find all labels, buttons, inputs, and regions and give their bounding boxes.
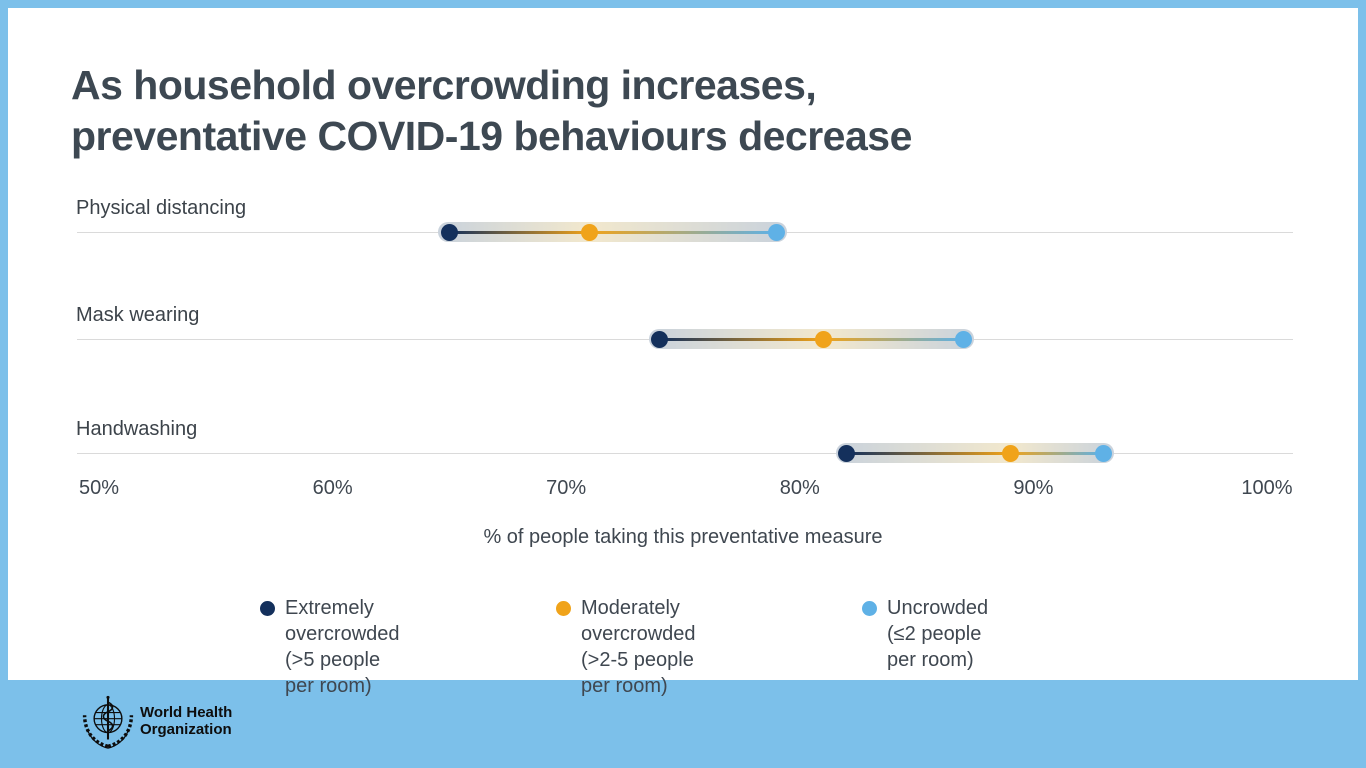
x-axis-tick: 100% — [1241, 477, 1293, 499]
data-dot-uncrowded — [1094, 444, 1112, 462]
legend-label: Extremely overcrowded (>5 people per room… — [285, 597, 400, 697]
range-connector — [659, 337, 964, 341]
data-dot-extremely-overcrowded — [838, 444, 856, 462]
chart-title-line2: preventative COVID-19 behaviours decreas… — [71, 113, 912, 159]
legend-label: Uncrowded (≤2 people per room) — [887, 597, 989, 671]
who-wordmark: World Health Organization — [140, 704, 232, 738]
who-name-line1: World Health — [140, 704, 233, 721]
data-dot-moderately-overcrowded — [814, 330, 832, 348]
who-name-line2: Organization — [140, 721, 232, 738]
legend-dot-icon — [862, 601, 877, 616]
row-label: Mask wearing — [76, 304, 200, 326]
x-axis-tick: 60% — [312, 477, 353, 499]
x-axis-tick: 80% — [779, 477, 820, 499]
range-connector — [449, 230, 777, 234]
legend-item: Uncrowded (≤2 people per room) — [862, 595, 988, 673]
legend-item: Extremely overcrowded (>5 people per room… — [260, 595, 400, 699]
data-dot-extremely-overcrowded — [440, 223, 458, 241]
footer: World Health Organization — [0, 680, 1366, 768]
who-emblem-icon — [82, 695, 134, 749]
chart-title-line1: As household overcrowding increases, — [71, 62, 817, 108]
chart-title: As household overcrowding increases, pre… — [71, 60, 912, 162]
x-axis-tick: 50% — [78, 477, 120, 499]
legend-dot-icon — [556, 601, 571, 616]
range-connector — [846, 451, 1104, 455]
data-dot-moderately-overcrowded — [581, 223, 599, 241]
row-gridline — [77, 453, 1293, 454]
x-axis-tick: 90% — [1013, 477, 1054, 499]
data-dot-moderately-overcrowded — [1001, 444, 1019, 462]
data-dot-extremely-overcrowded — [651, 330, 669, 348]
row-label: Physical distancing — [76, 197, 247, 219]
x-axis-label: % of people taking this preventative mea… — [483, 526, 883, 548]
row-label: Handwashing — [76, 418, 198, 440]
legend-label: Moderately overcrowded (>2-5 people per r… — [581, 597, 696, 697]
x-axis-tick: 70% — [546, 477, 587, 499]
data-dot-uncrowded — [767, 223, 785, 241]
legend-dot-icon — [260, 601, 275, 616]
data-dot-uncrowded — [954, 330, 972, 348]
legend-item: Moderately overcrowded (>2-5 people per r… — [556, 595, 696, 699]
